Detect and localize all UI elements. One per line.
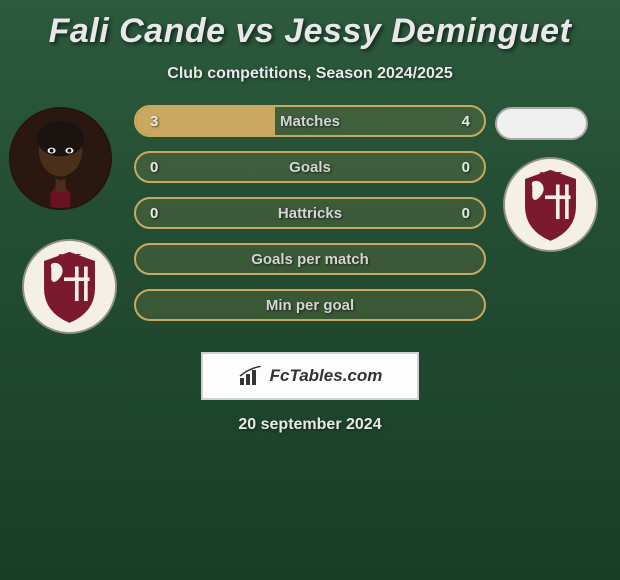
comparison-content: C MET C MET 3 Matches 4 0 Goals 0: [0, 107, 620, 337]
watermark: FcTables.com: [201, 352, 419, 400]
stat-value-left: 0: [150, 205, 158, 222]
stat-label: Matches: [280, 113, 340, 130]
svg-text:C MET: C MET: [58, 252, 81, 261]
stat-row: 3 Matches 4: [134, 105, 486, 137]
date-label: 20 september 2024: [0, 416, 620, 434]
stat-value-right: 4: [462, 113, 470, 130]
stat-row: 0 Goals 0: [134, 151, 486, 183]
stat-label: Goals: [289, 159, 331, 176]
stat-value-right: 0: [462, 159, 470, 176]
player-right-avatar: [495, 107, 588, 140]
stat-label: Goals per match: [251, 251, 369, 268]
player-right-club-logo: C MET: [503, 157, 598, 252]
player-left-avatar: [9, 107, 112, 210]
stats-container: 3 Matches 4 0 Goals 0 0 Hattricks 0 Goal…: [134, 105, 486, 335]
stat-value-left: 0: [150, 159, 158, 176]
stat-row: Goals per match: [134, 243, 486, 275]
page-subtitle: Club competitions, Season 2024/2025: [0, 65, 620, 83]
stat-row: 0 Hattricks 0: [134, 197, 486, 229]
stat-value-right: 0: [462, 205, 470, 222]
stat-label: Min per goal: [266, 297, 354, 314]
chart-icon: [238, 366, 264, 386]
player-left-club-logo: C MET: [22, 239, 117, 334]
svg-text:C MET: C MET: [539, 170, 562, 179]
stat-row: Min per goal: [134, 289, 486, 321]
stat-value-left: 3: [150, 113, 158, 130]
page-title: Fali Cande vs Jessy Deminguet: [0, 0, 620, 51]
watermark-text: FcTables.com: [270, 366, 383, 386]
stat-label: Hattricks: [278, 205, 342, 222]
